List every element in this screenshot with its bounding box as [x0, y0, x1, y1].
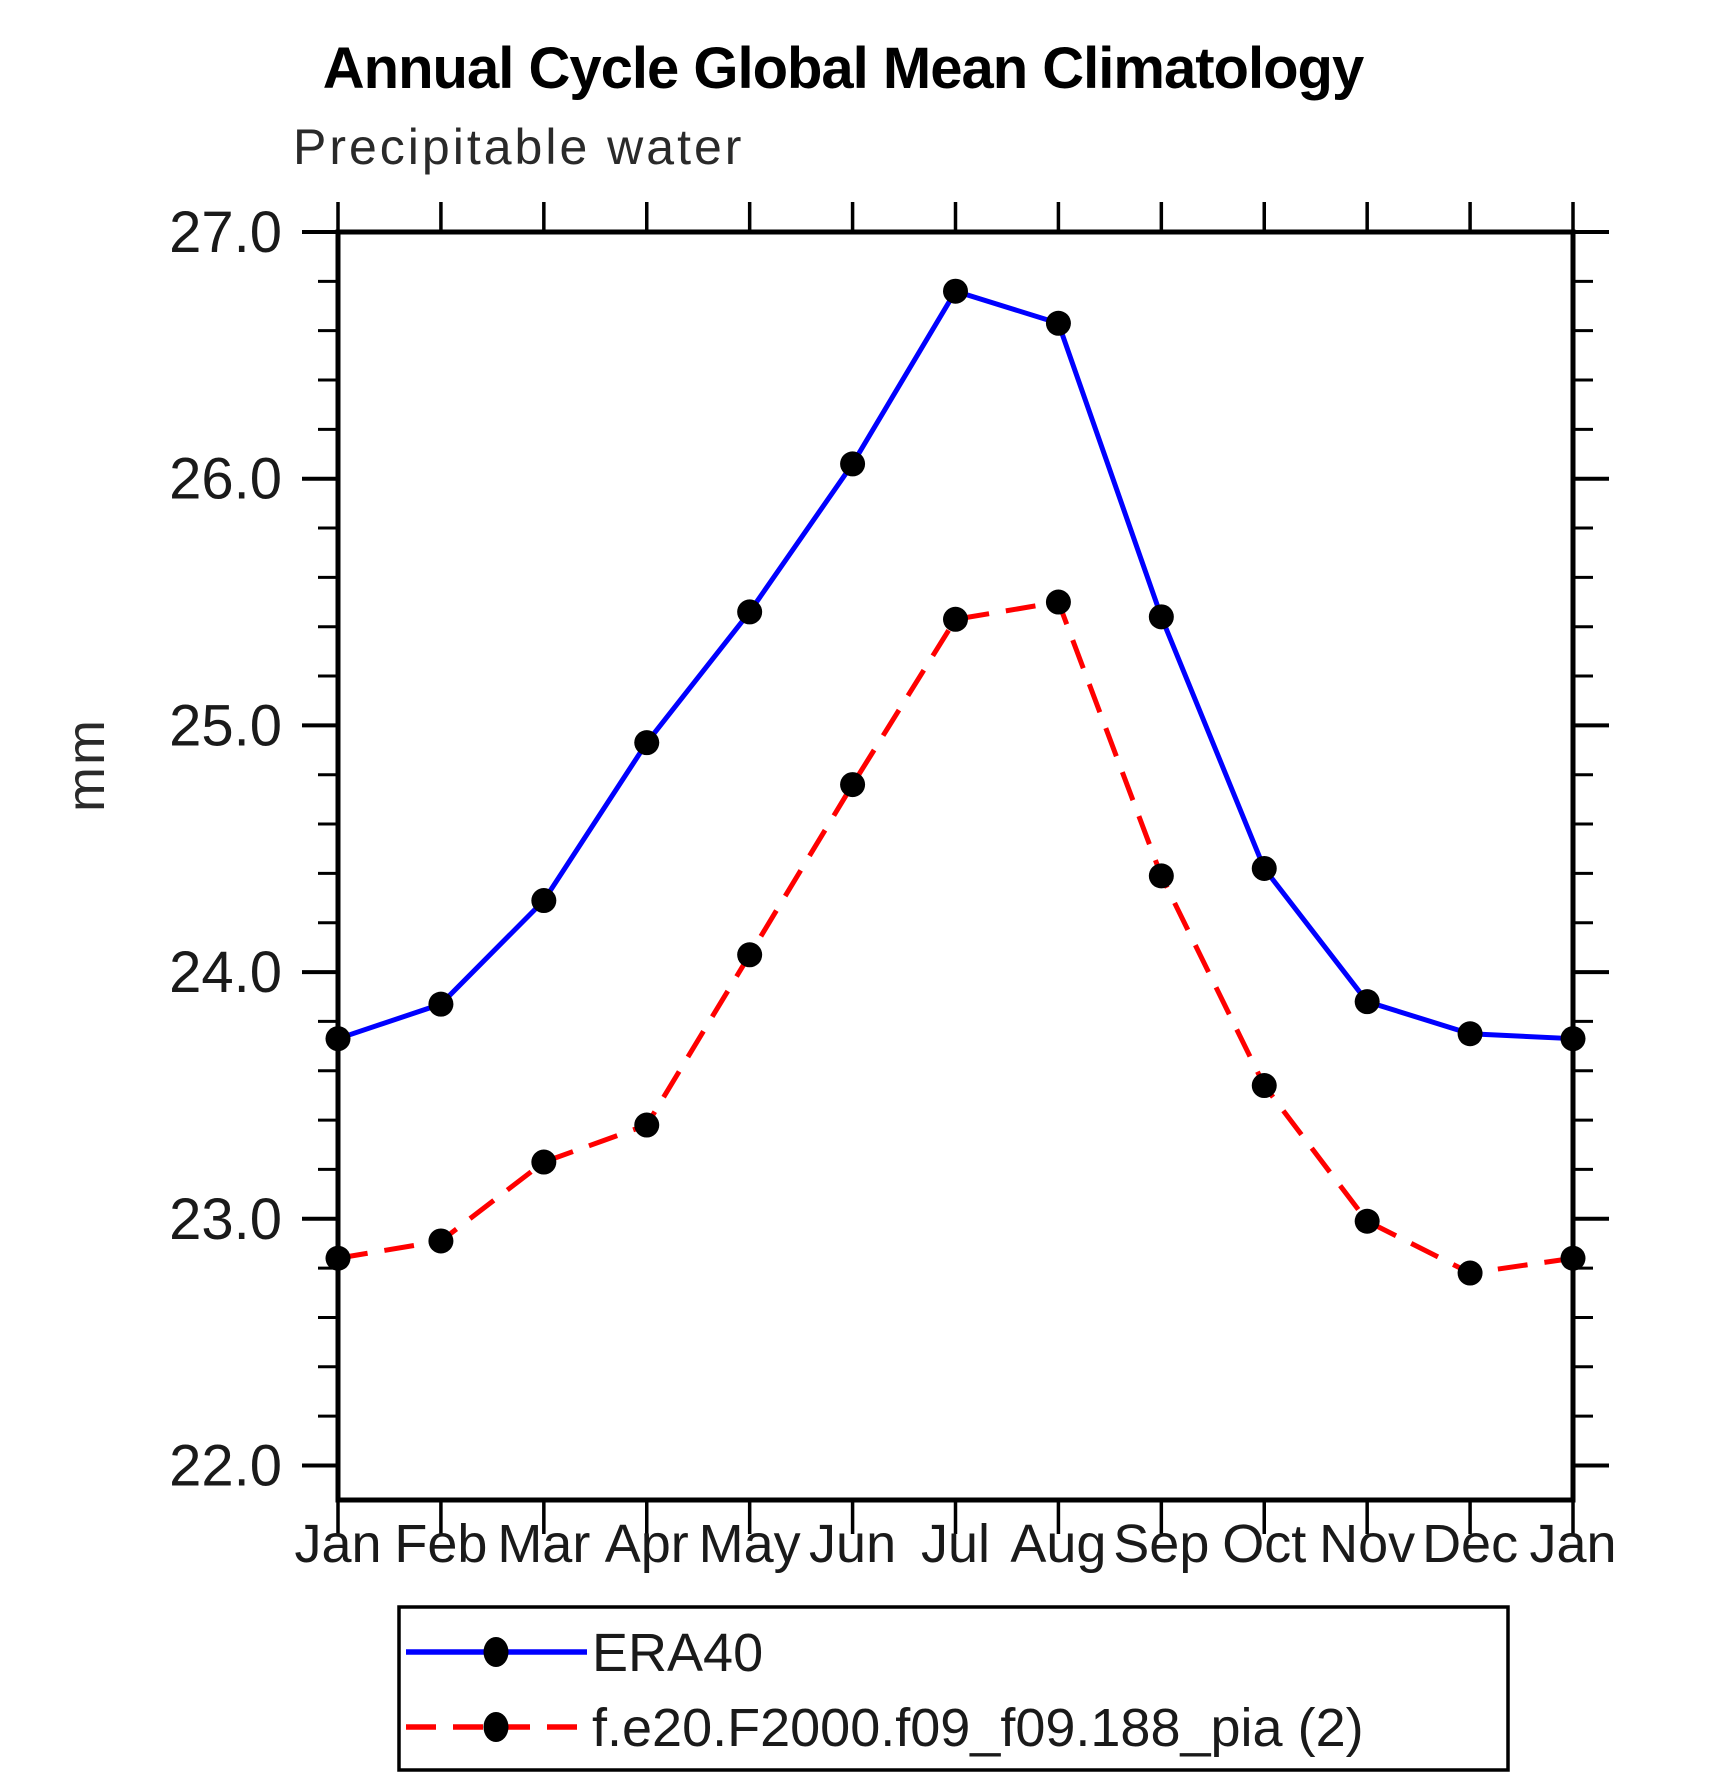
legend-label-1: f.e20.F2000.f09_f09.188_pia (2): [592, 1698, 1364, 1758]
data-point: [1148, 604, 1174, 630]
x-tick-label: Jan: [1529, 1514, 1616, 1574]
data-point: [531, 1149, 557, 1175]
x-tick-label: Nov: [1319, 1514, 1415, 1574]
x-tick-label: Mar: [497, 1514, 590, 1574]
chart-title: Annual Cycle Global Mean Climatology: [323, 36, 1364, 101]
data-point: [325, 1245, 351, 1271]
data-point: [1457, 1021, 1483, 1047]
series-line-0: [337, 288, 1574, 1042]
data-point: [634, 1112, 660, 1138]
x-tick-label: Sep: [1113, 1514, 1209, 1574]
data-point: [1457, 1260, 1483, 1286]
data-point: [1045, 589, 1071, 615]
legend-marker-0: [483, 1637, 509, 1667]
data-point: [325, 1026, 351, 1052]
data-point: [1560, 1245, 1586, 1271]
data-point: [1354, 989, 1380, 1015]
y-tick-label: 25.0: [169, 693, 282, 758]
data-point: [1251, 1073, 1277, 1099]
data-point: [737, 942, 763, 968]
data-point: [1251, 855, 1277, 881]
x-tick-label: Jul: [921, 1514, 990, 1574]
legend-marker-1: [483, 1712, 509, 1742]
data-point: [943, 278, 968, 304]
legend-box: [397, 1605, 1510, 1772]
y-tick-label: 23.0: [169, 1187, 282, 1252]
data-point: [943, 606, 968, 632]
data-point: [634, 730, 660, 756]
x-tick-label: Oct: [1222, 1514, 1306, 1574]
x-tick-label: Jun: [809, 1514, 896, 1574]
series-line-1: [337, 599, 1574, 1276]
plot-border: [335, 229, 1576, 1503]
data-point: [428, 991, 454, 1017]
y-tick-label: 24.0: [169, 940, 282, 1005]
axes: Jan Feb Mar Apr May Jun Jul Aug Sep Oct Nov Dec Jan2…: [169, 200, 1616, 1574]
y-axis-label: mm: [56, 718, 116, 812]
data-series: [325, 278, 1586, 1286]
chart-subtitle: Precipitable water: [293, 119, 744, 175]
data-point: [1148, 863, 1174, 889]
x-tick-label: Dec: [1422, 1514, 1518, 1574]
y-tick-label: 27.0: [169, 200, 282, 265]
legend-label-0: ERA40: [592, 1623, 763, 1683]
data-point: [1045, 310, 1071, 336]
data-point: [1354, 1208, 1380, 1234]
y-tick-label: 26.0: [169, 447, 282, 512]
legend: ERA40 f.e20.F2000.f09_f09.188_pia (2): [397, 1605, 1510, 1772]
y-tick-label: 22.0: [169, 1433, 282, 1498]
x-tick-label: May: [699, 1514, 801, 1574]
data-point: [840, 451, 866, 477]
x-tick-label: Apr: [605, 1514, 689, 1574]
data-point: [531, 888, 557, 914]
x-tick-label: Feb: [394, 1514, 487, 1574]
data-point: [1560, 1026, 1586, 1052]
data-point: [840, 772, 866, 798]
x-tick-label: Jan: [294, 1514, 381, 1574]
data-point: [428, 1228, 454, 1254]
x-tick-label: Aug: [1010, 1514, 1106, 1574]
data-point: [737, 599, 763, 625]
